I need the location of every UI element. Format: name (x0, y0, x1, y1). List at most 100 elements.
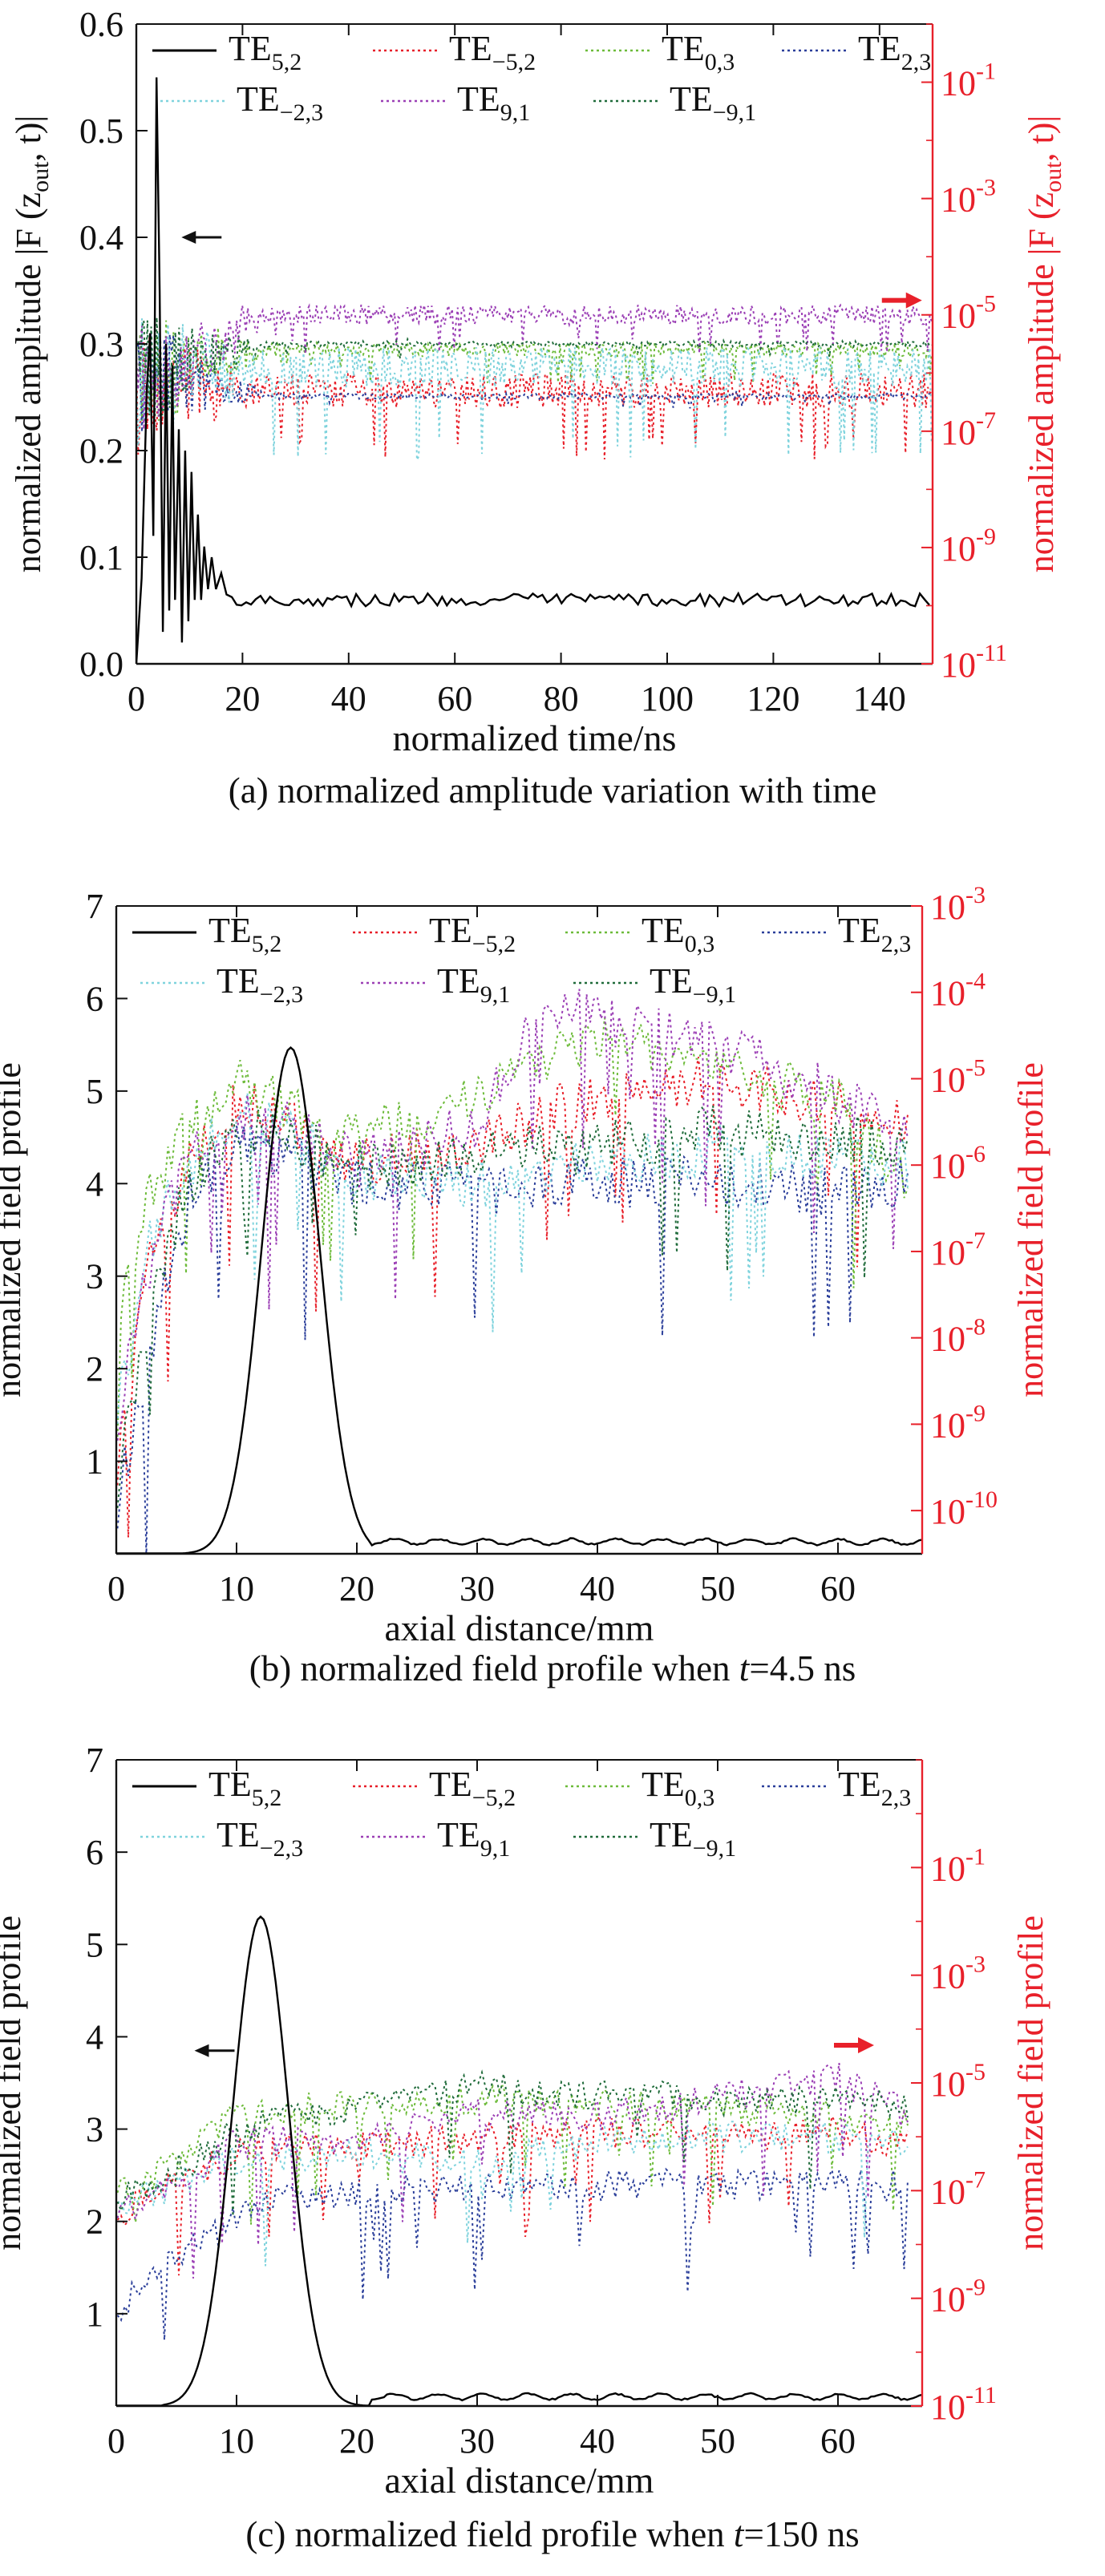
tick-exponent: -5 (965, 1054, 986, 1081)
legend-label-c: TE−9,1 (650, 1815, 736, 1862)
y-axis-label-left-b: normalized field profile (0, 1062, 28, 1397)
tick-exponent: -3 (965, 1951, 986, 1978)
y-label-text: normalized field profile (0, 1062, 28, 1397)
legend-name: TE (237, 79, 280, 119)
y-left-tick-label-c: 7 (86, 1741, 103, 1780)
tick-exponent: -6 (965, 1141, 986, 1167)
legend-b: TE5,2 TE−5,2 TE0,3 TE2,3TE−2,3 TE9,1 TE−9,1 (132, 911, 911, 1008)
y-label-sub: out (27, 161, 54, 192)
y-left-tick-label-c: 3 (86, 2110, 103, 2149)
legend-name: TE (208, 911, 252, 950)
y-left-tick-label-b: 2 (86, 1349, 103, 1389)
caption-a: (a) normalized amplitude variation with … (0, 770, 1105, 811)
legend-label-c: TE5,2 (208, 1765, 281, 1811)
tick-base: 10 (930, 1405, 965, 1445)
legend-label-c: TE0,3 (642, 1765, 714, 1811)
legend-name: TE (642, 911, 685, 950)
y-right-tick-label-a: 10-5 (941, 291, 996, 336)
tick-base: 10 (930, 1320, 965, 1359)
tick-base: 10 (930, 1233, 965, 1272)
legend-sub: −2,3 (280, 99, 323, 126)
y-right-tick-label-a: 10-9 (941, 524, 996, 568)
tick-exponent: -9 (965, 2275, 986, 2301)
series-a-5-2 (136, 77, 930, 664)
y-left-tick-label-c: 1 (86, 2295, 103, 2334)
tick-base: 10 (930, 1849, 965, 1888)
y-right-tick-label-b: 10-6 (930, 1141, 986, 1186)
caption-c: (c) normalized field profile when t=150 … (0, 2513, 1105, 2555)
tick-exponent: -3 (976, 175, 996, 201)
y-left-tick-label-a: 0.3 (79, 325, 123, 364)
caption-c-text: (c) normalized field profile when (245, 2514, 734, 2554)
x-tick-label-a: 20 (225, 679, 260, 718)
y-label-tail: , t)| (9, 115, 48, 162)
series-c--9-1 (116, 2069, 909, 2217)
y-right-tick-label-a: 10-1 (941, 59, 996, 103)
series-b--2-3 (116, 1092, 909, 1425)
y-right-tick-label-c: 10-1 (930, 1843, 986, 1888)
tick-base: 10 (930, 2172, 965, 2211)
arrow-left-head-icon (194, 2044, 209, 2057)
legend-sub: 0,3 (685, 1785, 715, 1811)
caption-a-text: (a) normalized amplitude variation with … (228, 770, 877, 811)
legend-sub: −2,3 (260, 981, 303, 1008)
legend-label-a: TE9,1 (457, 79, 530, 126)
legend-sub: 9,1 (480, 1835, 511, 1862)
tick-exponent: -5 (976, 291, 996, 317)
legend-sub: 9,1 (500, 99, 531, 126)
x-tick-label-b: 40 (580, 1569, 615, 1608)
series-b--5-2 (116, 1057, 909, 1538)
tick-base: 10 (941, 529, 976, 568)
y-axis-label-right-c: normalized field profile (1011, 1915, 1050, 2250)
legend-name: TE (838, 1765, 881, 1804)
y-right-tick-label-b: 10-7 (930, 1227, 986, 1272)
legend-label-b: TE9,1 (437, 961, 510, 1008)
x-tick-label-a: 60 (437, 679, 472, 718)
y-label-sub: out (1040, 161, 1067, 192)
y-label-text: normalized amplitude |F (z (1022, 192, 1061, 572)
legend-label-a: TE2,3 (858, 29, 931, 75)
legend-sub: 5,2 (252, 1785, 282, 1811)
legend-sub: −2,3 (260, 1835, 303, 1862)
arrow-right-head-icon (858, 2036, 874, 2053)
x-tick-label-b: 20 (339, 1569, 374, 1608)
y-label-text: normalized field profile (0, 1915, 28, 2250)
series-a--9-1 (136, 317, 933, 416)
y-axis-label-left-a: normalized amplitude |F (zout, t)| (9, 115, 54, 572)
tick-base: 10 (930, 1060, 965, 1099)
chart-c-svg: 0 10 20 30 40 50 60123456710-110-310-510-710-9… (0, 1741, 1050, 2501)
legend-label-c: TE9,1 (437, 1815, 510, 1862)
legend-name: TE (449, 29, 492, 68)
x-tick-label-c: 30 (459, 2421, 495, 2461)
legend-name: TE (650, 961, 693, 1001)
chart-panel-b: 0 10 20 30 40 50 60 1 2 3 4 5 6 7 10-3 10-4 10-5 10-6 10-7… (0, 866, 1105, 1720)
x-tick-label-b: 60 (820, 1569, 856, 1608)
x-tick-label-c: 40 (580, 2421, 615, 2461)
series-b-5-2 (116, 1045, 922, 1554)
x-tick-label-b: 50 (700, 1569, 735, 1608)
legend-label-a: TE−2,3 (237, 79, 323, 126)
series-b-0-3 (116, 1017, 909, 1438)
series-c-5-2 (116, 1915, 922, 2406)
series-b-9-1 (116, 989, 909, 1441)
legend-name: TE (217, 1815, 260, 1854)
y-right-tick-label-b: 10-9 (930, 1400, 986, 1445)
legend-label-a: TE−5,2 (449, 29, 536, 75)
x-tick-label-a: 40 (331, 679, 366, 718)
legend-name: TE (670, 79, 713, 119)
y-label-text: normalized field profile (1011, 1915, 1050, 2250)
y-right-tick-label-b: 10-4 (930, 969, 986, 1013)
y-left-tick-label-c: 6 (86, 1833, 103, 1872)
y-left-tick-label-a: 0.2 (79, 431, 123, 471)
y-left-tick-label-a: 0.5 (79, 111, 123, 151)
y-left-tick-label-b: 5 (86, 1072, 103, 1111)
legend-label-b: TE2,3 (838, 911, 911, 957)
y-right-tick-label-a: 10-3 (941, 175, 996, 220)
tick-exponent: -9 (965, 1400, 986, 1426)
legend-label-b: TE5,2 (208, 911, 281, 957)
tick-base: 10 (930, 2280, 965, 2319)
legend-label-b: TE−9,1 (650, 961, 736, 1008)
x-tick-label-b: 30 (459, 1569, 495, 1608)
y-left-tick-label-a: 0.1 (79, 538, 123, 577)
legend-name: TE (437, 961, 480, 1001)
